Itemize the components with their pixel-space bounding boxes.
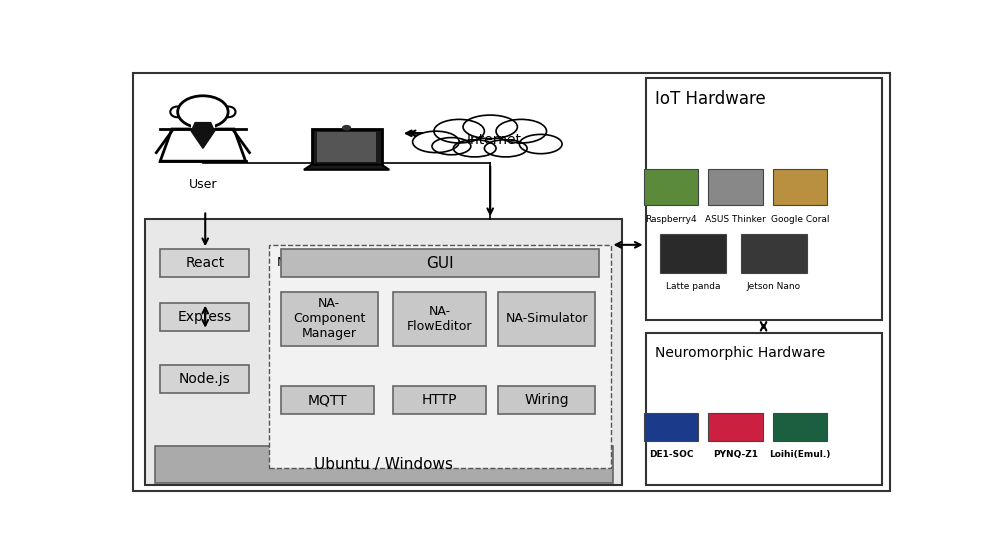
Bar [312,129,382,165]
Text: Internet: Internet [467,133,522,146]
Bar [773,413,828,441]
Text: Latte panda: Latte panda [665,282,720,291]
Ellipse shape [413,131,459,153]
Bar [773,169,828,205]
Text: NA-Simulator: NA-Simulator [505,312,588,325]
Bar [708,169,763,205]
Text: Ubuntu / Windows: Ubuntu / Windows [315,457,453,472]
Bar [160,303,249,331]
Ellipse shape [170,106,184,117]
Text: DE1-SOC: DE1-SOC [649,451,693,460]
Bar [144,219,622,485]
Bar [740,234,807,273]
Text: Jetson Nano: Jetson Nano [746,282,801,291]
Bar [160,249,249,277]
Text: Neuromorphic Hardware: Neuromorphic Hardware [655,345,825,360]
Text: NA-
FlowEditor: NA- FlowEditor [407,305,473,333]
Ellipse shape [177,96,228,128]
Ellipse shape [496,119,546,143]
Text: ASUS Thinker: ASUS Thinker [705,214,766,223]
Ellipse shape [519,134,562,154]
Text: PYNQ-Z1: PYNQ-Z1 [713,451,759,460]
Bar [281,387,374,414]
Text: Express: Express [177,310,231,324]
Text: Raspberry4: Raspberry4 [645,214,697,223]
Bar [191,119,214,129]
Bar [281,292,378,345]
Text: MQTT: MQTT [308,393,347,407]
Bar [154,446,613,483]
Ellipse shape [432,138,471,155]
Text: HTTP: HTTP [422,393,458,407]
Bar [393,387,486,414]
Text: IoT Hardware: IoT Hardware [655,90,766,109]
Text: NA-IDE: NA-IDE [277,256,320,268]
Text: Wiring: Wiring [524,393,569,407]
Bar [645,77,883,320]
Ellipse shape [484,140,527,157]
Bar [317,133,376,163]
Ellipse shape [453,140,496,157]
Text: User: User [188,178,217,192]
Ellipse shape [463,115,517,139]
Polygon shape [191,123,214,148]
Bar [708,413,763,441]
Bar [645,333,883,485]
Bar [281,249,599,277]
Bar [644,413,698,441]
Circle shape [343,125,351,130]
Bar [498,292,595,345]
Bar [269,245,610,468]
Bar [498,387,595,414]
Text: React: React [185,256,224,270]
Bar [160,365,249,393]
Bar [393,292,486,345]
Bar [644,169,698,205]
Text: Node.js: Node.js [179,372,230,386]
Text: GUI: GUI [426,256,454,271]
Polygon shape [304,165,389,170]
Ellipse shape [434,119,484,143]
Bar [660,234,725,273]
Polygon shape [160,129,245,161]
Text: Loihi(Emul.): Loihi(Emul.) [770,451,831,460]
Text: Google Coral: Google Coral [771,214,830,223]
Text: NA-
Component
Manager: NA- Component Manager [293,297,366,340]
Ellipse shape [221,106,235,117]
